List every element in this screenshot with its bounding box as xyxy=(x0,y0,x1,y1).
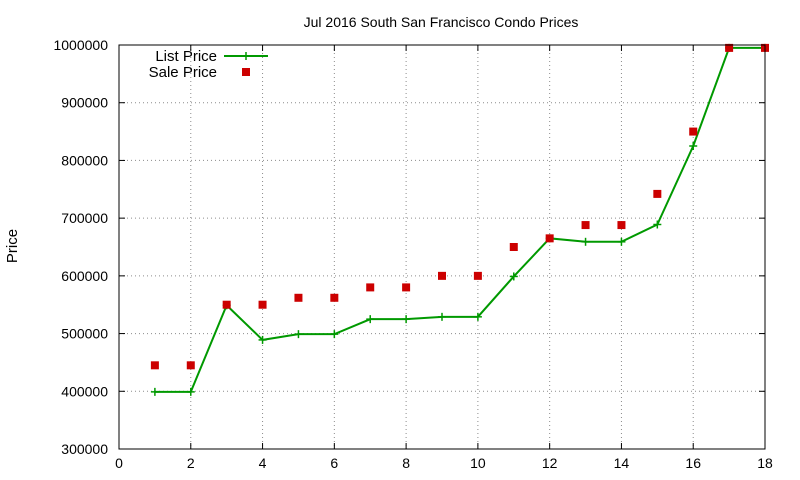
grid xyxy=(119,45,765,449)
data-point-sale-price xyxy=(294,293,303,302)
data-point-sale-price xyxy=(366,283,375,292)
data-point-list-price xyxy=(473,312,482,321)
data-point-list-price xyxy=(330,330,339,339)
data-point-list-price xyxy=(509,272,518,281)
series-layer xyxy=(150,43,769,396)
y-tick-label: 900000 xyxy=(61,95,108,111)
data-point-list-price xyxy=(150,387,159,396)
data-point-sale-price xyxy=(581,221,590,230)
data-point-list-price xyxy=(653,220,662,229)
data-point-sale-price xyxy=(545,234,554,243)
data-point-sale-price xyxy=(330,293,339,302)
x-tick-label: 14 xyxy=(614,455,630,471)
data-point-sale-price xyxy=(617,221,626,230)
data-point-list-price xyxy=(617,237,626,246)
data-point-sale-price xyxy=(402,283,411,292)
x-tick-label: 4 xyxy=(259,455,267,471)
plot-frame xyxy=(118,44,766,450)
data-point-sale-price xyxy=(438,271,446,280)
x-tick-label: 18 xyxy=(757,455,773,471)
data-point-sale-price xyxy=(222,300,231,309)
y-tick-label: 500000 xyxy=(61,326,108,342)
data-point-sale-price xyxy=(725,43,734,52)
data-point-list-price xyxy=(366,315,375,324)
data-point-sale-price xyxy=(509,243,518,251)
x-tick-label: 10 xyxy=(470,455,486,471)
chart-title: Jul 2016 South San Francisco Condo Price… xyxy=(304,14,579,30)
x-tick-label: 12 xyxy=(542,455,558,471)
legend: List Price Sale Price xyxy=(149,48,268,81)
data-point-list-price xyxy=(186,387,195,396)
data-point-sale-price xyxy=(473,271,482,280)
x-tick-label: 8 xyxy=(402,455,410,471)
x-tick-label: 2 xyxy=(187,455,195,471)
series-list-price xyxy=(150,43,769,396)
y-tick-label: 300000 xyxy=(61,441,108,457)
data-point-sale-price xyxy=(689,127,698,136)
y-tick-label: 700000 xyxy=(61,210,108,226)
data-point-sale-price xyxy=(653,189,662,198)
data-point-sale-price xyxy=(150,361,159,370)
y-tick-label: 800000 xyxy=(61,152,108,168)
series-line-list-price xyxy=(154,46,765,393)
legend-marker-list-price xyxy=(242,52,250,60)
legend-label-sale-price: Sale Price xyxy=(149,64,217,81)
y-tick-label: 600000 xyxy=(61,268,108,284)
axis-ticks: 0 2 4 6 8 10 12 14 16 18 300000 400000 500000 600000 7… xyxy=(53,37,773,471)
data-point-list-price xyxy=(402,315,411,324)
data-point-list-price xyxy=(689,142,698,150)
x-tick-label: 16 xyxy=(685,455,701,471)
legend-marks xyxy=(224,52,268,76)
data-point-sale-price xyxy=(258,300,267,309)
data-point-list-price xyxy=(581,237,590,246)
data-point-list-price xyxy=(294,330,303,339)
x-tick-label: 0 xyxy=(115,455,123,471)
legend-label-list-price: List Price xyxy=(155,48,217,65)
data-point-list-price xyxy=(438,312,446,321)
y-tick-label: 1000000 xyxy=(53,37,108,53)
y-tick-label: 400000 xyxy=(61,383,108,399)
x-tick-label: 6 xyxy=(330,455,338,471)
data-point-sale-price xyxy=(186,361,195,370)
y-axis-label: Price xyxy=(4,229,21,263)
legend-marker-sale-price xyxy=(242,68,250,76)
data-point-list-price xyxy=(258,335,267,344)
